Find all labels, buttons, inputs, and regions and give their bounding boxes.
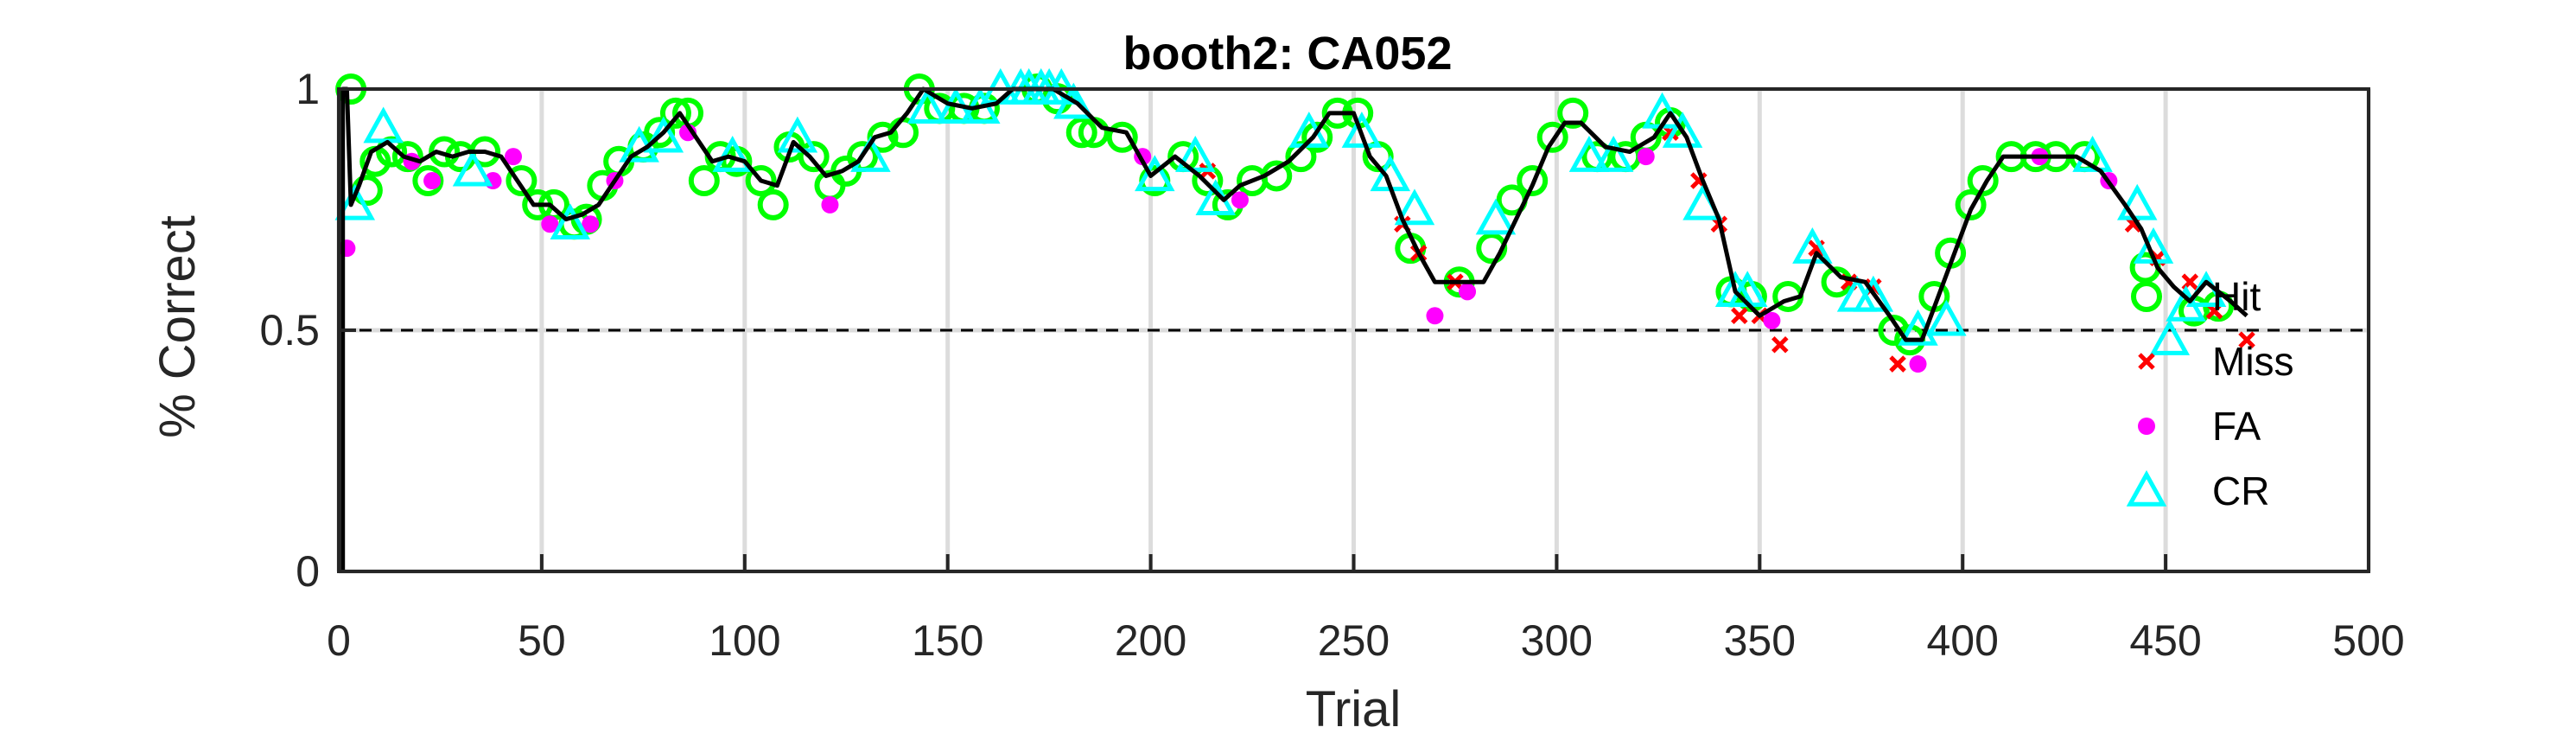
miss-point xyxy=(1771,335,1789,354)
cr-point xyxy=(1593,135,1634,172)
cr-point xyxy=(1475,198,1517,235)
hit-point xyxy=(391,141,423,173)
fa-point xyxy=(1763,311,1781,329)
cr-point xyxy=(2116,183,2158,220)
series-correct xyxy=(340,86,2248,571)
x-tick-label: 500 xyxy=(2332,616,2404,665)
x-tick-label: 300 xyxy=(1521,616,1593,665)
x-tick-label: 0 xyxy=(327,616,351,665)
legend-label-miss: Miss xyxy=(2212,339,2294,384)
fa-point xyxy=(582,215,600,233)
cr-point xyxy=(1853,275,1894,312)
cr-point xyxy=(643,116,684,153)
legend-marker-fa xyxy=(2138,418,2155,435)
series-line xyxy=(340,86,2248,571)
hit-point xyxy=(506,165,537,197)
legend-marker-miss xyxy=(2138,353,2155,370)
legend-marker-cr xyxy=(2126,469,2167,507)
x-axis-label: Trial xyxy=(1306,681,1402,737)
legend-label-fa: FA xyxy=(2212,404,2261,449)
miss-point xyxy=(2238,331,2255,348)
series-cr xyxy=(334,67,2227,355)
series-hit xyxy=(335,73,2235,356)
hit-point xyxy=(659,97,691,129)
fa-point xyxy=(541,215,559,233)
cr-point xyxy=(1926,299,1967,336)
hit-point xyxy=(1476,233,1508,265)
fa-point xyxy=(1637,148,1655,166)
fa-point xyxy=(1426,307,1444,325)
cr-point xyxy=(2072,135,2113,172)
cr-point xyxy=(334,183,376,220)
y-axis-label: % Correct xyxy=(149,215,206,438)
fa-point xyxy=(1459,283,1477,301)
x-tick-label: 100 xyxy=(709,616,780,665)
legend-label-hit: Hit xyxy=(2212,274,2261,319)
hit-point xyxy=(757,188,789,220)
x-tick-label: 400 xyxy=(1926,616,1998,665)
cr-point xyxy=(1053,82,1094,119)
hit-point xyxy=(798,141,830,173)
miss-point xyxy=(1889,355,1906,373)
x-tick-label: 50 xyxy=(518,616,566,665)
hit-point xyxy=(745,165,777,197)
y-axis: 00.51 xyxy=(259,65,356,596)
fa-point xyxy=(821,195,839,214)
x-axis: 0 50 100 150 200 250 300 350 400 450 500 xyxy=(327,554,2405,665)
fa-point xyxy=(1909,355,1927,373)
miss-point xyxy=(1731,307,1748,325)
hit-point xyxy=(1557,97,1589,129)
cr-point xyxy=(1341,112,1383,148)
cr-point xyxy=(363,106,404,144)
cr-point xyxy=(1175,135,1216,172)
legend: Hit Miss FA CR xyxy=(2126,274,2294,514)
chart-title: booth2: CA052 xyxy=(1123,28,1452,80)
cr-point xyxy=(1662,112,1703,148)
x-tick-label: 250 xyxy=(1318,616,1390,665)
y-tick-label: 1 xyxy=(296,65,320,113)
y-tick-label: 0.5 xyxy=(259,306,320,354)
x-tick-label: 350 xyxy=(1724,616,1796,665)
legend-label-cr: CR xyxy=(2212,469,2269,514)
hit-point xyxy=(429,136,461,168)
hit-point xyxy=(1967,165,1999,197)
cr-point xyxy=(2149,319,2191,355)
hit-point xyxy=(1106,121,1138,153)
cr-point xyxy=(1135,155,1175,192)
cr-point xyxy=(712,135,753,172)
fa-point xyxy=(1231,191,1249,209)
cr-point xyxy=(550,203,591,239)
hit-point xyxy=(1955,188,1987,220)
cr-point xyxy=(452,150,493,187)
plot-area xyxy=(334,67,2255,571)
hit-point xyxy=(688,165,720,197)
hit-point xyxy=(1536,121,1568,153)
legend-marker-hit xyxy=(2131,281,2162,312)
fa-point xyxy=(505,148,523,166)
cr-point xyxy=(777,116,818,153)
x-tick-label: 450 xyxy=(2129,616,2201,665)
hit-point xyxy=(1517,165,1549,197)
hit-point xyxy=(412,165,444,197)
cr-point xyxy=(906,87,948,124)
y-tick-label: 0 xyxy=(296,547,320,596)
cr-point xyxy=(1568,135,1610,172)
hit-point xyxy=(1065,117,1097,149)
hit-point xyxy=(1301,121,1333,153)
x-tick-label: 150 xyxy=(912,616,983,665)
cr-point xyxy=(1394,188,1435,226)
x-tick-label: 200 xyxy=(1115,616,1186,665)
fa-point xyxy=(423,172,442,190)
